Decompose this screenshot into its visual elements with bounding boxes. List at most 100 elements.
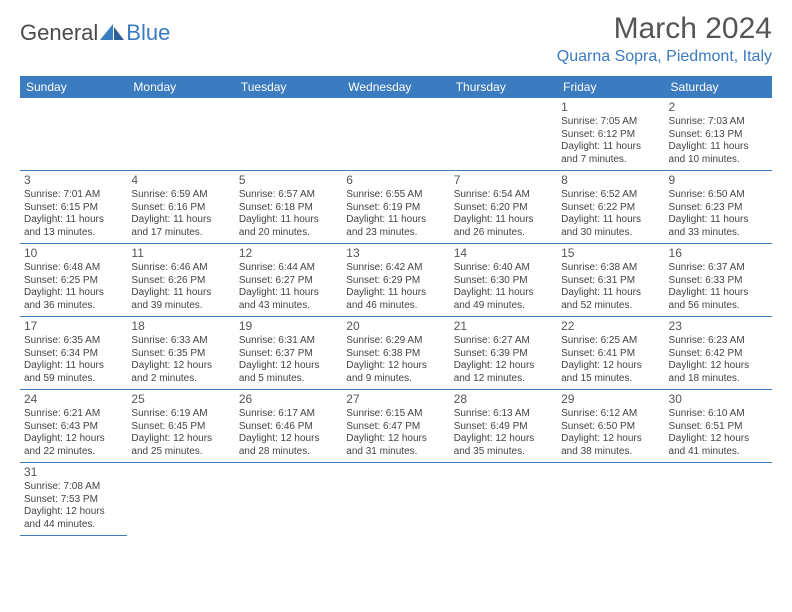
day-number: 19: [239, 319, 338, 334]
day-number: 16: [669, 246, 768, 261]
daylight1-text: Daylight: 11 hours: [24, 214, 123, 227]
sunset-text: Sunset: 6:42 PM: [669, 348, 768, 361]
sunset-text: Sunset: 6:47 PM: [346, 421, 445, 434]
sunrise-text: Sunrise: 6:57 AM: [239, 189, 338, 202]
daylight1-text: Daylight: 12 hours: [561, 433, 660, 446]
daylight1-text: Daylight: 11 hours: [346, 214, 445, 227]
day-number: 18: [131, 319, 230, 334]
daylight1-text: Daylight: 12 hours: [239, 433, 338, 446]
calendar-cell: 23Sunrise: 6:23 AMSunset: 6:42 PMDayligh…: [665, 317, 772, 390]
daylight2-text: and 28 minutes.: [239, 446, 338, 459]
sunrise-text: Sunrise: 6:54 AM: [454, 189, 553, 202]
sunrise-text: Sunrise: 6:15 AM: [346, 408, 445, 421]
calendar-cell: 19Sunrise: 6:31 AMSunset: 6:37 PMDayligh…: [235, 317, 342, 390]
sunrise-text: Sunrise: 7:05 AM: [561, 116, 660, 129]
day-number: 8: [561, 173, 660, 188]
daylight2-text: and 49 minutes.: [454, 300, 553, 313]
daylight1-text: Daylight: 12 hours: [24, 433, 123, 446]
calendar-cell: 9Sunrise: 6:50 AMSunset: 6:23 PMDaylight…: [665, 171, 772, 244]
sunset-text: Sunset: 6:49 PM: [454, 421, 553, 434]
sunset-text: Sunset: 6:34 PM: [24, 348, 123, 361]
sunrise-text: Sunrise: 6:46 AM: [131, 262, 230, 275]
daylight2-text: and 9 minutes.: [346, 373, 445, 386]
daylight2-text: and 39 minutes.: [131, 300, 230, 313]
sunrise-text: Sunrise: 6:52 AM: [561, 189, 660, 202]
weekday-header: Thursday: [450, 76, 557, 98]
daylight1-text: Daylight: 11 hours: [561, 141, 660, 154]
calendar-cell: 27Sunrise: 6:15 AMSunset: 6:47 PMDayligh…: [342, 390, 449, 463]
calendar-cell: 5Sunrise: 6:57 AMSunset: 6:18 PMDaylight…: [235, 171, 342, 244]
weekday-header: Sunday: [20, 76, 127, 98]
sunrise-text: Sunrise: 6:17 AM: [239, 408, 338, 421]
calendar-row: 1Sunrise: 7:05 AMSunset: 6:12 PMDaylight…: [20, 98, 772, 171]
sunrise-text: Sunrise: 6:42 AM: [346, 262, 445, 275]
day-number: 10: [24, 246, 123, 261]
day-number: 6: [346, 173, 445, 188]
calendar-cell: 2Sunrise: 7:03 AMSunset: 6:13 PMDaylight…: [665, 98, 772, 171]
daylight2-text: and 35 minutes.: [454, 446, 553, 459]
sunset-text: Sunset: 6:43 PM: [24, 421, 123, 434]
daylight1-text: Daylight: 12 hours: [454, 433, 553, 446]
daylight2-text: and 46 minutes.: [346, 300, 445, 313]
sunrise-text: Sunrise: 6:38 AM: [561, 262, 660, 275]
day-number: 3: [24, 173, 123, 188]
sunrise-text: Sunrise: 6:55 AM: [346, 189, 445, 202]
sunrise-text: Sunrise: 6:40 AM: [454, 262, 553, 275]
daylight1-text: Daylight: 11 hours: [454, 214, 553, 227]
calendar-row: 17Sunrise: 6:35 AMSunset: 6:34 PMDayligh…: [20, 317, 772, 390]
day-number: 15: [561, 246, 660, 261]
daylight1-text: Daylight: 11 hours: [24, 287, 123, 300]
sunset-text: Sunset: 7:53 PM: [24, 494, 123, 507]
calendar-cell: [450, 463, 557, 536]
calendar-cell: [235, 98, 342, 171]
calendar-cell: 12Sunrise: 6:44 AMSunset: 6:27 PMDayligh…: [235, 244, 342, 317]
calendar-cell: 17Sunrise: 6:35 AMSunset: 6:34 PMDayligh…: [20, 317, 127, 390]
calendar-cell: 13Sunrise: 6:42 AMSunset: 6:29 PMDayligh…: [342, 244, 449, 317]
title-block: March 2024 Quarna Sopra, Piedmont, Italy: [557, 12, 772, 66]
sunset-text: Sunset: 6:27 PM: [239, 275, 338, 288]
calendar-cell: 25Sunrise: 6:19 AMSunset: 6:45 PMDayligh…: [127, 390, 234, 463]
day-number: 27: [346, 392, 445, 407]
daylight1-text: Daylight: 12 hours: [561, 360, 660, 373]
calendar-cell: 18Sunrise: 6:33 AMSunset: 6:35 PMDayligh…: [127, 317, 234, 390]
sunset-text: Sunset: 6:31 PM: [561, 275, 660, 288]
calendar-cell: 26Sunrise: 6:17 AMSunset: 6:46 PMDayligh…: [235, 390, 342, 463]
daylight2-text: and 5 minutes.: [239, 373, 338, 386]
month-title: March 2024: [557, 12, 772, 46]
day-number: 1: [561, 100, 660, 115]
brand-logo: General Blue: [20, 12, 170, 46]
header: General Blue March 2024 Quarna Sopra, Pi…: [20, 12, 772, 66]
sunrise-text: Sunrise: 6:48 AM: [24, 262, 123, 275]
weekday-header: Tuesday: [235, 76, 342, 98]
sunrise-text: Sunrise: 6:25 AM: [561, 335, 660, 348]
daylight2-text: and 43 minutes.: [239, 300, 338, 313]
sunrise-text: Sunrise: 6:12 AM: [561, 408, 660, 421]
daylight2-text: and 18 minutes.: [669, 373, 768, 386]
sunset-text: Sunset: 6:26 PM: [131, 275, 230, 288]
calendar-cell: 15Sunrise: 6:38 AMSunset: 6:31 PMDayligh…: [557, 244, 664, 317]
calendar-cell: 29Sunrise: 6:12 AMSunset: 6:50 PMDayligh…: [557, 390, 664, 463]
daylight1-text: Daylight: 11 hours: [561, 287, 660, 300]
day-number: 30: [669, 392, 768, 407]
sunrise-text: Sunrise: 6:35 AM: [24, 335, 123, 348]
calendar-cell: 24Sunrise: 6:21 AMSunset: 6:43 PMDayligh…: [20, 390, 127, 463]
daylight1-text: Daylight: 11 hours: [131, 287, 230, 300]
sunset-text: Sunset: 6:51 PM: [669, 421, 768, 434]
daylight2-text: and 56 minutes.: [669, 300, 768, 313]
daylight1-text: Daylight: 12 hours: [131, 360, 230, 373]
sunrise-text: Sunrise: 6:23 AM: [669, 335, 768, 348]
day-number: 17: [24, 319, 123, 334]
sunset-text: Sunset: 6:38 PM: [346, 348, 445, 361]
sunset-text: Sunset: 6:37 PM: [239, 348, 338, 361]
daylight2-text: and 7 minutes.: [561, 154, 660, 167]
sunset-text: Sunset: 6:16 PM: [131, 202, 230, 215]
daylight1-text: Daylight: 12 hours: [669, 433, 768, 446]
sunset-text: Sunset: 6:12 PM: [561, 129, 660, 142]
daylight1-text: Daylight: 12 hours: [669, 360, 768, 373]
calendar-cell: [127, 98, 234, 171]
day-number: 26: [239, 392, 338, 407]
daylight2-text: and 52 minutes.: [561, 300, 660, 313]
daylight1-text: Daylight: 11 hours: [24, 360, 123, 373]
daylight2-text: and 33 minutes.: [669, 227, 768, 240]
calendar-cell: 1Sunrise: 7:05 AMSunset: 6:12 PMDaylight…: [557, 98, 664, 171]
